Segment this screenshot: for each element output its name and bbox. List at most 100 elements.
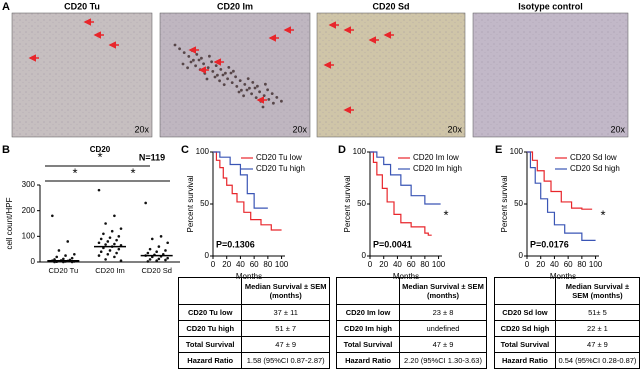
data-point bbox=[113, 214, 116, 218]
x-tick-label: 20 bbox=[536, 260, 545, 269]
image-title: CD20 Im bbox=[217, 1, 253, 11]
y-tick-label: 50 bbox=[357, 199, 366, 208]
x-tick-label: 60 bbox=[250, 260, 259, 269]
y-tick-label: 200 bbox=[22, 206, 36, 215]
data-point bbox=[99, 250, 103, 254]
stained-cell bbox=[267, 98, 271, 101]
survival-curve bbox=[213, 151, 282, 231]
y-tick-label: 300 bbox=[22, 180, 36, 189]
survival-table: Median Survival ± SEM (months) CD20 Im lo… bbox=[336, 277, 487, 369]
x-tick-label: CD20 Tu bbox=[49, 266, 79, 275]
data-point bbox=[97, 188, 101, 192]
data-point bbox=[104, 222, 107, 225]
data-point bbox=[155, 259, 158, 263]
data-point bbox=[157, 245, 161, 248]
row-label: CD20 Im high bbox=[336, 320, 400, 337]
cell-value: 47 ± 9 bbox=[399, 336, 487, 353]
empty-cell bbox=[494, 277, 556, 305]
x-tick-label: 80 bbox=[263, 260, 272, 269]
stained-cell bbox=[224, 71, 227, 75]
data-point bbox=[119, 227, 123, 230]
cell-value: 47 ± 9 bbox=[554, 336, 640, 353]
stained-cell bbox=[237, 90, 241, 94]
row-label: Total Survival bbox=[336, 336, 400, 353]
empty-cell bbox=[336, 277, 400, 305]
y-axis-label: cell count/HPF bbox=[5, 197, 14, 249]
legend-label: CD20 Tu high bbox=[256, 164, 305, 173]
stained-cell bbox=[211, 70, 215, 73]
data-point bbox=[64, 254, 67, 257]
stained-cell bbox=[189, 60, 193, 64]
stained-cell bbox=[181, 62, 185, 66]
x-tick-label: 80 bbox=[420, 260, 429, 269]
y-axis-label: Percent survival bbox=[186, 175, 195, 232]
x-tick-label: 100 bbox=[275, 260, 289, 269]
y-tick-label: 100 bbox=[196, 147, 210, 156]
row-label: Hazard Ratio bbox=[336, 352, 400, 369]
x-tick-label: 40 bbox=[550, 260, 559, 269]
stained-cell bbox=[178, 47, 182, 51]
data-point bbox=[166, 256, 169, 260]
data-point bbox=[146, 260, 150, 263]
stained-cell bbox=[205, 77, 209, 81]
panel-label: A bbox=[2, 1, 10, 13]
stained-cell bbox=[194, 64, 198, 68]
stained-cell bbox=[219, 68, 223, 71]
stained-cell bbox=[182, 51, 186, 54]
cell-value: undefined bbox=[399, 320, 487, 337]
data-point bbox=[70, 256, 74, 260]
header-cell: Median Survival ± SEM (months) bbox=[554, 277, 640, 305]
cell-value: 51 ± 7 bbox=[241, 320, 330, 337]
x-tick-label: 80 bbox=[577, 260, 586, 269]
data-point bbox=[113, 242, 116, 246]
data-point bbox=[146, 251, 150, 255]
data-point bbox=[164, 249, 167, 252]
micrograph-texture bbox=[160, 13, 310, 137]
legend-label: CD20 Tu low bbox=[256, 153, 302, 162]
stained-cell bbox=[234, 75, 238, 79]
stained-cell bbox=[187, 55, 191, 58]
cell-value: 1.58 (95%CI 0.87-2.87) bbox=[241, 352, 330, 369]
data-point bbox=[166, 241, 169, 245]
data-point bbox=[159, 235, 163, 238]
stained-cell bbox=[218, 79, 222, 83]
x-tick-label: 20 bbox=[379, 260, 388, 269]
stained-cell bbox=[232, 69, 235, 73]
y-axis-label: Percent survival bbox=[343, 175, 352, 232]
x-tick-label: 60 bbox=[564, 260, 573, 269]
p-value: P=0.0041 bbox=[373, 239, 412, 249]
stained-cell bbox=[186, 66, 190, 70]
data-point bbox=[119, 259, 123, 263]
stained-cell bbox=[280, 99, 283, 103]
x-axis-label: Months bbox=[550, 272, 576, 281]
stained-cell bbox=[248, 86, 251, 90]
data-point bbox=[115, 251, 118, 255]
x-tick-label: 20 bbox=[222, 260, 231, 269]
micrograph-texture bbox=[473, 13, 628, 137]
row-label: Hazard Ratio bbox=[177, 352, 243, 369]
cell-value: 37 ± 11 bbox=[241, 304, 330, 321]
row-label: Total Survival bbox=[494, 336, 556, 353]
stained-cell bbox=[253, 86, 257, 90]
data-point bbox=[148, 247, 152, 251]
stained-cell bbox=[210, 60, 214, 64]
significance-star: * bbox=[97, 149, 102, 164]
stained-cell bbox=[206, 66, 210, 69]
y-tick-label: 100 bbox=[353, 147, 367, 156]
micrograph-texture bbox=[12, 13, 152, 137]
data-point bbox=[55, 255, 59, 259]
stained-cell bbox=[197, 58, 201, 62]
survival-curve bbox=[370, 151, 441, 205]
image-title: CD20 Sd bbox=[372, 1, 409, 11]
magnification: 20x bbox=[134, 124, 149, 134]
stained-cell bbox=[240, 88, 243, 92]
y-tick-label: 0 bbox=[362, 251, 367, 260]
data-point bbox=[104, 258, 107, 261]
y-tick-label: 50 bbox=[514, 199, 523, 208]
stained-cell bbox=[213, 75, 217, 79]
survival-table: Median Survival ± SEM (months) CD20 Tu lo… bbox=[177, 277, 330, 369]
micrograph-texture bbox=[317, 13, 465, 137]
x-tick-label: CD20 Im bbox=[95, 266, 125, 275]
